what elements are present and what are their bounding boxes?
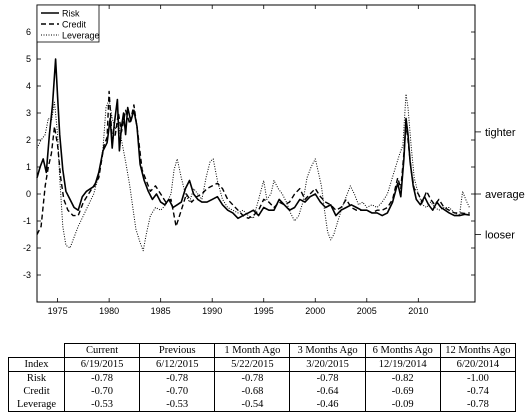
table-row: Credit -0.70 -0.70 -0.68 -0.64 -0.69 -0.…: [8, 385, 517, 398]
value-cell: -0.74: [439, 385, 517, 398]
x-tick-label: 2000: [305, 306, 325, 316]
y-tick-label: 6: [26, 27, 31, 37]
series-layer: [36, 58, 471, 252]
row-label-risk: Risk: [8, 371, 65, 385]
date-cell: 12/19/2014: [364, 357, 441, 372]
date-cell: 6/20/2014: [439, 357, 517, 372]
x-axis: 1975 1980 1985 1990 1995 2000 2005 2010: [48, 5, 428, 316]
col-header: 1 Month Ago: [214, 343, 291, 358]
x-tick-label: 1995: [254, 306, 274, 316]
value-cell: -0.78: [63, 371, 141, 385]
col-header: Previous: [139, 343, 216, 358]
legend-label-leverage: Leverage: [62, 31, 100, 41]
y-tick-label: 0: [26, 189, 31, 199]
y-tick-label: 3: [26, 108, 31, 118]
series-line-leverage: [36, 93, 471, 252]
value-cell: -0.54: [214, 398, 291, 412]
table-row: Leverage -0.53 -0.53 -0.54 -0.46 -0.09 -…: [8, 398, 517, 412]
value-cell: -0.46: [289, 398, 366, 412]
plot-frame: [36, 4, 476, 303]
table-header-row: Current Previous 1 Month Ago 3 Months Ag…: [8, 343, 517, 358]
legend-label-credit: Credit: [62, 20, 87, 30]
date-cell: 6/19/2015: [63, 357, 141, 372]
row-label-credit: Credit: [8, 385, 65, 398]
x-tick-label: 2010: [408, 306, 428, 316]
value-cell: -1.00: [439, 371, 517, 385]
x-tick-label: 1990: [202, 306, 222, 316]
value-cell: -0.09: [364, 398, 441, 412]
x-tick-label: 1985: [151, 306, 171, 316]
legend-box: [36, 4, 100, 43]
value-cell: -0.64: [289, 385, 366, 398]
value-cell: -0.78: [139, 371, 216, 385]
value-cell: -0.70: [63, 385, 141, 398]
table-row: Risk -0.78 -0.78 -0.78 -0.78 -0.82 -1.00: [8, 371, 517, 385]
col-header: Current: [63, 343, 141, 358]
y-axis: -3 -2 -1 0 1 2 3 4 5 6: [23, 27, 475, 280]
side-scale: tighter average looser: [475, 127, 525, 242]
value-cell: -0.78: [214, 371, 291, 385]
y-tick-label: 2: [26, 135, 31, 145]
col-header: 3 Months Ago: [289, 343, 366, 358]
summary-table: Current Previous 1 Month Ago 3 Months Ag…: [8, 343, 517, 412]
value-cell: -0.70: [139, 385, 216, 398]
date-cell: 6/12/2015: [139, 357, 216, 372]
value-cell: -0.69: [364, 385, 441, 398]
table-date-row: Index 6/19/2015 6/12/2015 5/22/2015 3/20…: [8, 357, 517, 372]
date-cell: 5/22/2015: [214, 357, 291, 372]
date-cell: 3/20/2015: [289, 357, 366, 372]
side-label-average: average: [485, 189, 525, 201]
col-header: 6 Months Ago: [364, 343, 441, 358]
chart: -3 -2 -1 0 1 2 3 4 5 6 1975 1980 1985 1990 1995 2000 20…: [23, 4, 525, 316]
value-cell: -0.53: [63, 398, 141, 412]
y-tick-label: -1: [23, 216, 31, 226]
x-tick-label: 1975: [48, 306, 68, 316]
y-tick-label: 1: [26, 162, 31, 172]
side-label-tighter: tighter: [485, 127, 516, 139]
row-label-leverage: Leverage: [8, 398, 65, 412]
x-tick-label: 1980: [99, 306, 119, 316]
value-cell: -0.78: [289, 371, 366, 385]
legend-label-risk: Risk: [62, 9, 80, 19]
y-tick-label: 5: [26, 54, 31, 64]
row-label-index: Index: [8, 357, 65, 372]
series-line-credit: [36, 90, 470, 235]
value-cell: -0.53: [139, 398, 216, 412]
value-cell: -0.68: [214, 385, 291, 398]
y-tick-label: -3: [23, 270, 31, 280]
y-tick-label: -2: [23, 243, 31, 253]
y-tick-label: 4: [26, 81, 31, 91]
value-cell: -0.82: [364, 371, 441, 385]
table-corner: [8, 343, 65, 358]
side-label-looser: looser: [485, 230, 515, 242]
value-cell: -0.78: [439, 398, 517, 412]
col-header: 12 Months Ago: [439, 343, 517, 358]
x-tick-label: 2005: [357, 306, 377, 316]
